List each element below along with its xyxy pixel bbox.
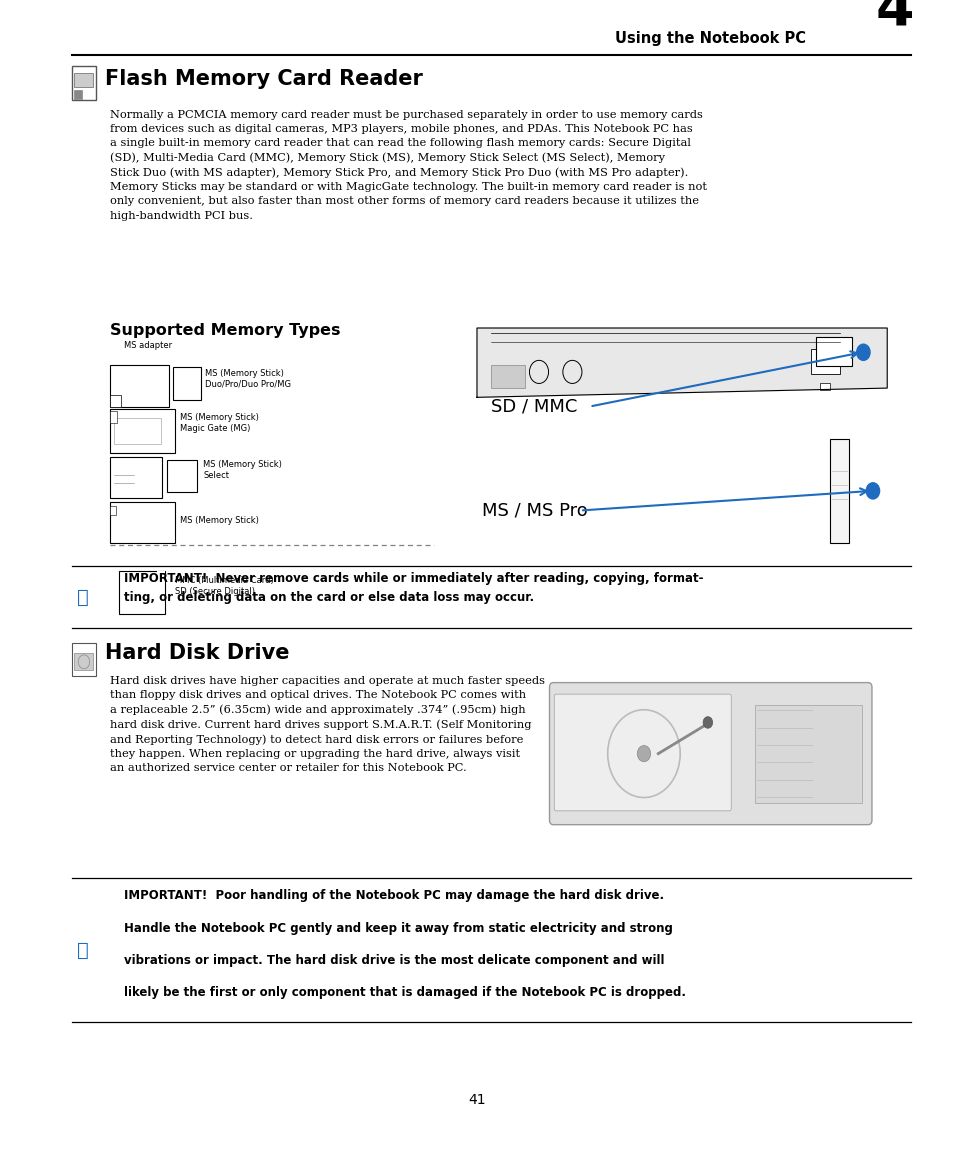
Bar <box>810 349 839 374</box>
Polygon shape <box>476 328 886 397</box>
Bar <box>74 73 93 87</box>
Text: 41: 41 <box>468 1093 485 1106</box>
Text: ✋: ✋ <box>77 940 89 960</box>
Bar <box>110 457 162 498</box>
Circle shape <box>702 716 712 728</box>
Bar <box>71 66 96 100</box>
Text: MS (Memory Stick): MS (Memory Stick) <box>180 516 259 526</box>
Text: vibrations or impact. The hard disk drive is the most delicate component and wil: vibrations or impact. The hard disk driv… <box>124 954 664 967</box>
Text: Hard disk drives have higher capacities and operate at much faster speeds
than f: Hard disk drives have higher capacities … <box>110 676 544 773</box>
Bar <box>110 409 174 453</box>
Bar <box>71 643 96 676</box>
Text: ting, or deleting data on the card or else data loss may occur.: ting, or deleting data on the card or el… <box>124 591 534 604</box>
Text: IMPORTANT!  Poor handling of the Notebook PC may damage the hard disk drive.: IMPORTANT! Poor handling of the Notebook… <box>124 889 663 902</box>
Bar <box>754 705 861 803</box>
Bar <box>110 506 116 515</box>
Bar <box>157 571 165 578</box>
Text: SD / MMC: SD / MMC <box>491 397 578 416</box>
Bar <box>110 502 174 543</box>
Text: MS / MS Pro: MS / MS Pro <box>481 501 587 520</box>
Text: ✋: ✋ <box>77 588 89 606</box>
Circle shape <box>637 746 650 762</box>
Bar <box>110 395 121 407</box>
Text: MS (Memory Stick)
Select: MS (Memory Stick) Select <box>203 460 282 480</box>
Bar <box>119 571 165 614</box>
Text: Using the Notebook PC: Using the Notebook PC <box>615 31 805 46</box>
Circle shape <box>865 483 879 499</box>
Bar <box>172 367 201 400</box>
Text: likely be the first or only component that is damaged if the Notebook PC is drop: likely be the first or only component th… <box>124 986 685 999</box>
Bar <box>829 439 848 543</box>
Text: Flash Memory Card Reader: Flash Memory Card Reader <box>105 69 422 89</box>
Bar <box>110 365 169 407</box>
Bar <box>820 383 829 390</box>
Text: MS adapter: MS adapter <box>124 341 172 350</box>
Circle shape <box>856 344 869 360</box>
Text: MS (Memory Stick)
Duo/Pro/Duo Pro/MG: MS (Memory Stick) Duo/Pro/Duo Pro/MG <box>205 368 291 389</box>
Bar <box>815 337 851 366</box>
FancyBboxPatch shape <box>549 683 871 825</box>
Text: Normally a PCMCIA memory card reader must be purchased separately in order to us: Normally a PCMCIA memory card reader mus… <box>110 110 706 221</box>
Bar <box>110 411 117 423</box>
Bar <box>74 90 82 99</box>
Text: Hard Disk Drive: Hard Disk Drive <box>105 643 289 663</box>
Bar <box>113 418 161 444</box>
Text: MS (Memory Stick)
Magic Gate (MG): MS (Memory Stick) Magic Gate (MG) <box>180 412 259 433</box>
Bar <box>167 460 197 492</box>
FancyBboxPatch shape <box>554 694 730 811</box>
Text: Supported Memory Types: Supported Memory Types <box>110 323 340 338</box>
Bar <box>74 653 93 670</box>
Bar <box>491 365 524 388</box>
Text: Handle the Notebook PC gently and keep it away from static electricity and stron: Handle the Notebook PC gently and keep i… <box>124 922 672 934</box>
Text: IMPORTANT!  Never remove cards while or immediately after reading, copying, form: IMPORTANT! Never remove cards while or i… <box>124 572 702 584</box>
Text: MMC (Multimedia Card)
SD (Secure Digital): MMC (Multimedia Card) SD (Secure Digital… <box>174 575 274 596</box>
Text: 4: 4 <box>875 0 913 36</box>
